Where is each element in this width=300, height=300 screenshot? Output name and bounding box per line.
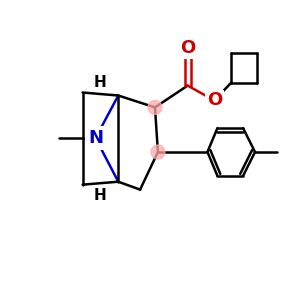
Circle shape [148, 100, 162, 114]
Text: O: O [180, 39, 195, 57]
Text: O: O [207, 92, 222, 110]
Text: N: N [88, 129, 103, 147]
Text: H: H [94, 188, 107, 203]
Text: H: H [94, 75, 107, 90]
Circle shape [151, 145, 165, 159]
